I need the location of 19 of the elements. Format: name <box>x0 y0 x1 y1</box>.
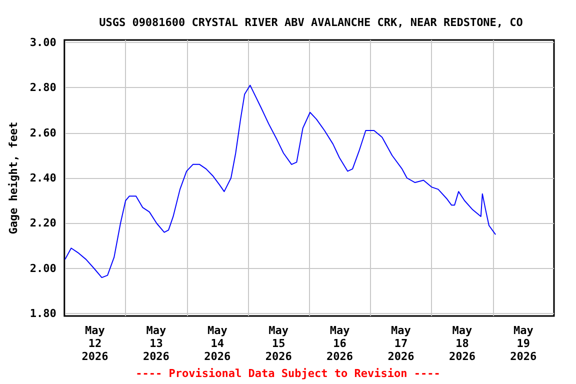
y-tick-label: 3.00 <box>30 36 56 49</box>
y-tick-label: 2.00 <box>30 262 56 275</box>
x-tick-label: May 15 2026 <box>265 324 292 363</box>
text: ---- Provisional Data Subject to Revision ---- <box>136 367 440 380</box>
y-tick-label: 2.20 <box>30 216 56 230</box>
y-axis-title: Gage height, feet <box>7 122 20 234</box>
y-tick-label: 2.60 <box>30 126 56 140</box>
y-tick-label: 2.80 <box>30 81 56 94</box>
x-tick-label: May 19 2026 <box>510 324 538 363</box>
x-tick-label: May 18 2026 <box>448 324 476 363</box>
x-tick-label: May 13 2026 <box>142 324 170 363</box>
x-tick-label: May 16 2026 <box>326 324 354 363</box>
x-tick-label: May 14 2026 <box>204 324 232 363</box>
x-tick-label: May 17 2026 <box>388 324 415 363</box>
x-tick-label: May 12 2026 <box>82 324 109 363</box>
y-tick-label: 1.80 <box>30 307 56 320</box>
y-tick-label: 2.40 <box>30 172 56 184</box>
chart-title: USGS 09081600 CRYSTAL RIVER ABV AVALANCHE CRK, NEAR REDSTONE, CO <box>99 16 524 29</box>
line-series <box>64 84 496 278</box>
